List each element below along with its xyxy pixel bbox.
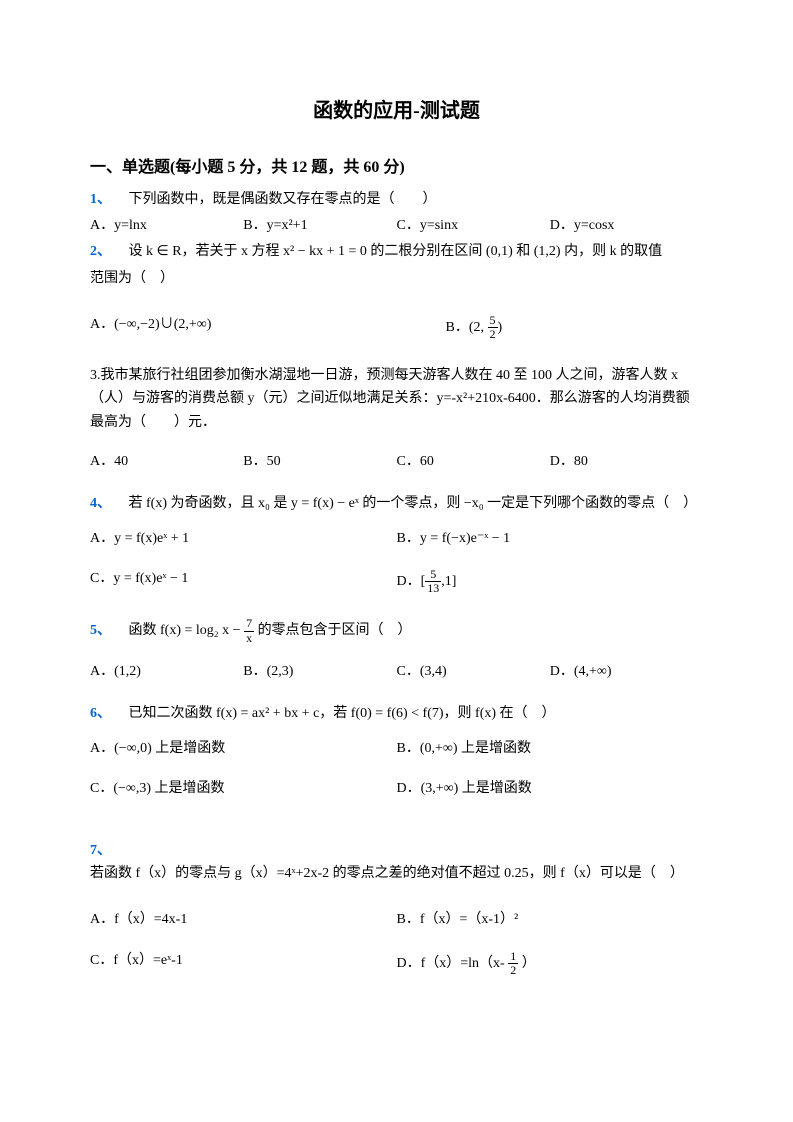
q1-text: 下列函数中，既是偶函数又存在零点的是（ ） (129, 192, 437, 207)
q6-opt-d: D．(3,+∞) 上是增函数 (397, 778, 704, 800)
q1-options: A．y=lnx B．y=x²+1 C．y=sinx D．y=cosx (90, 215, 703, 237)
q4-opt-c: C．y = f(x)eˣ − 1 (90, 568, 397, 595)
q7-opt-b: B．f（x）=（x-1）² (397, 909, 704, 931)
q5-text-pre: 函数 f(x) = log₂ x − (129, 623, 245, 638)
q3-opt-a: A．40 (90, 451, 243, 473)
q2-opt-b: B．(2, 52) (446, 314, 703, 341)
q7-row2: C．f（x）=eˣ-1 D．f（x）=ln（x- 12 ） (90, 950, 703, 977)
q1-number: 1、 (90, 192, 111, 207)
q7-number: 7、 (90, 843, 111, 858)
question-7: 7、 若函数 f（x）的零点与 g（x）=4ˣ+2x-2 的零点之差的绝对值不超… (90, 840, 703, 885)
question-3: 3.我市某旅行社组团参加衡水湖湿地一日游，预测每天游客人数在 40 至 100 … (90, 364, 703, 435)
q4-text: 若 f(x) 为奇函数，且 x₀ 是 y = f(x) − eˣ 的一个零点，则… (129, 496, 698, 511)
q5-number: 5、 (90, 623, 111, 638)
q4-row1: A．y = f(x)eˣ + 1 B．y = f(−x)e⁻ˣ − 1 (90, 528, 703, 550)
question-2: 2、 设 k ∈ R，若关于 x 方程 x² − kx + 1 = 0 的二根分… (90, 241, 703, 263)
q1-opt-a: A．y=lnx (90, 215, 243, 237)
page-title: 函数的应用-测试题 (90, 95, 703, 127)
q6-opt-a: A．(−∞,0) 上是增函数 (90, 738, 397, 760)
q5-options: A．(1,2) B．(2,3) C．(3,4) D．(4,+∞) (90, 661, 703, 683)
q4-opt-a: A．y = f(x)eˣ + 1 (90, 528, 397, 550)
question-4: 4、 若 f(x) 为奇函数，且 x₀ 是 y = f(x) − eˣ 的一个零… (90, 493, 703, 515)
q7-opt-d: D．f（x）=ln（x- 12 ） (397, 950, 704, 977)
q6-text: 已知二次函数 f(x) = ax² + bx + c，若 f(0) = f(6)… (129, 706, 556, 721)
q1-opt-b: B．y=x²+1 (243, 215, 396, 237)
section-header: 一、单选题(每小题 5 分，共 12 题，共 60 分) (90, 155, 703, 181)
q5-opt-a: A．(1,2) (90, 661, 243, 683)
q5-opt-c: C．(3,4) (397, 661, 550, 683)
q7-opt-c: C．f（x）=eˣ-1 (90, 950, 397, 977)
q2-number: 2、 (90, 244, 111, 259)
q1-opt-c: C．y=sinx (397, 215, 550, 237)
question-5: 5、 函数 f(x) = log₂ x − 7x 的零点包含于区间（ ） (90, 617, 703, 644)
q3-opt-b: B．50 (243, 451, 396, 473)
q7-text: 若函数 f（x）的零点与 g（x）=4ˣ+2x-2 的零点之差的绝对值不超过 0… (90, 866, 684, 881)
q3-opt-c: C．60 (397, 451, 550, 473)
q7-opt-a: A．f（x）=4x-1 (90, 909, 397, 931)
q4-row2: C．y = f(x)eˣ − 1 D．[513,1] (90, 568, 703, 595)
q2-options: A．(−∞,−2)∪(2,+∞) B．(2, 52) (90, 314, 703, 341)
q4-opt-d: D．[513,1] (397, 568, 704, 595)
q5-text-post: 的零点包含于区间（ ） (254, 623, 412, 638)
q4-opt-b: B．y = f(−x)e⁻ˣ − 1 (397, 528, 704, 550)
question-6: 6、 已知二次函数 f(x) = ax² + bx + c，若 f(0) = f… (90, 703, 703, 725)
q6-row1: A．(−∞,0) 上是增函数 B．(0,+∞) 上是增函数 (90, 738, 703, 760)
q2-text-pre: 设 k ∈ R，若关于 x 方程 x² − kx + 1 = 0 的二根分别在区… (129, 244, 663, 259)
q6-opt-b: B．(0,+∞) 上是增函数 (397, 738, 704, 760)
q6-number: 6、 (90, 706, 111, 721)
q3-options: A．40 B．50 C．60 D．80 (90, 451, 703, 473)
question-1: 1、 下列函数中，既是偶函数又存在零点的是（ ） (90, 189, 703, 211)
q1-opt-d: D．y=cosx (550, 215, 703, 237)
q2-text-post: 范围为（ ） (90, 268, 703, 290)
q2-opt-a: A．(−∞,−2)∪(2,+∞) (90, 314, 446, 341)
q6-row2: C．(−∞,3) 上是增函数 D．(3,+∞) 上是增函数 (90, 778, 703, 800)
q5-opt-b: B．(2,3) (243, 661, 396, 683)
q5-opt-d: D．(4,+∞) (550, 661, 703, 683)
q4-number: 4、 (90, 496, 111, 511)
q7-row1: A．f（x）=4x-1 B．f（x）=（x-1）² (90, 909, 703, 931)
q3-opt-d: D．80 (550, 451, 703, 473)
q6-opt-c: C．(−∞,3) 上是增函数 (90, 778, 397, 800)
